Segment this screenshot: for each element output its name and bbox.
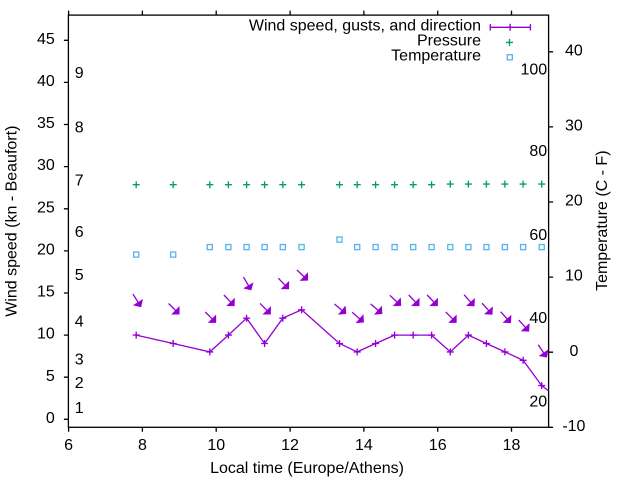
svg-text:3: 3: [75, 352, 84, 369]
svg-text:9: 9: [75, 65, 84, 82]
svg-text:14: 14: [355, 437, 373, 454]
svg-text:0: 0: [46, 410, 55, 427]
svg-text:Temperature (C - F): Temperature (C - F): [594, 150, 611, 290]
svg-text:60: 60: [529, 227, 547, 244]
svg-text:4: 4: [75, 314, 84, 331]
svg-text:30: 30: [565, 118, 583, 135]
svg-text:40: 40: [37, 73, 55, 90]
svg-text:Wind speed, gusts, and directi: Wind speed, gusts, and direction: [249, 17, 481, 34]
svg-text:Wind speed (kn - Beaufort): Wind speed (kn - Beaufort): [3, 126, 20, 317]
svg-text:10: 10: [565, 268, 583, 285]
svg-text:25: 25: [37, 199, 55, 216]
svg-text:40: 40: [565, 42, 583, 59]
svg-text:20: 20: [565, 193, 583, 210]
svg-text:10: 10: [37, 326, 55, 343]
svg-text:Temperature: Temperature: [391, 47, 481, 64]
svg-text:100: 100: [520, 61, 547, 78]
svg-text:35: 35: [37, 115, 55, 132]
svg-text:16: 16: [429, 437, 447, 454]
svg-text:30: 30: [37, 157, 55, 174]
svg-text:20: 20: [37, 241, 55, 258]
svg-text:6: 6: [64, 437, 73, 454]
svg-text:12: 12: [281, 437, 299, 454]
svg-text:40: 40: [529, 310, 547, 327]
svg-text:80: 80: [529, 143, 547, 160]
svg-text:Pressure: Pressure: [417, 33, 481, 50]
svg-text:1: 1: [75, 400, 84, 417]
svg-text:15: 15: [37, 284, 55, 301]
svg-text:10: 10: [207, 437, 225, 454]
svg-text:5: 5: [75, 267, 84, 284]
svg-text:8: 8: [138, 437, 147, 454]
svg-text:18: 18: [503, 437, 521, 454]
svg-text:6: 6: [75, 224, 84, 241]
svg-text:0: 0: [569, 343, 578, 360]
svg-text:45: 45: [37, 31, 55, 48]
svg-text:20: 20: [529, 393, 547, 410]
svg-text:8: 8: [75, 120, 84, 137]
svg-text:2: 2: [75, 375, 84, 392]
svg-text:-10: -10: [562, 418, 585, 435]
svg-text:Local time (Europe/Athens): Local time (Europe/Athens): [210, 460, 404, 477]
svg-text:5: 5: [46, 368, 55, 385]
svg-text:7: 7: [75, 173, 84, 190]
